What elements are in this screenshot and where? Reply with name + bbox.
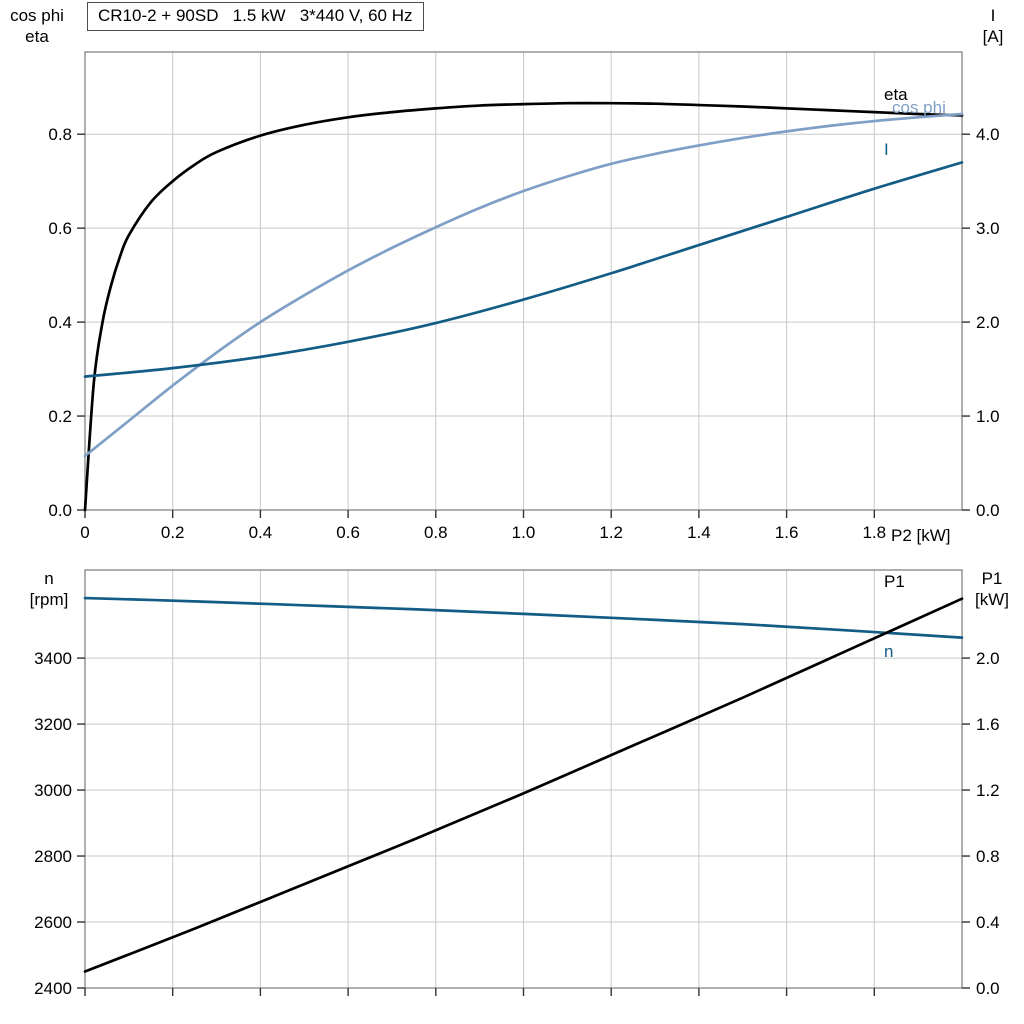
svg-text:0.8: 0.8 [424, 523, 448, 542]
x-axis-label: P2 [kW] [891, 526, 951, 545]
svg-text:2400: 2400 [34, 979, 72, 998]
chart-title: CR10-2 + 90SD 1.5 kW 3*440 V, 60 Hz [87, 2, 424, 31]
axis-label-cos-phi: cos phi [10, 6, 64, 25]
axis-label-speed: n [44, 569, 54, 588]
curve-label-n: n [884, 642, 894, 661]
svg-text:0.6: 0.6 [48, 219, 72, 238]
svg-text:1.6: 1.6 [775, 523, 799, 542]
axis-label-current: I [990, 6, 996, 25]
svg-text:1.8: 1.8 [862, 523, 886, 542]
svg-text:1.2: 1.2 [599, 523, 623, 542]
svg-text:0.0: 0.0 [976, 979, 1000, 998]
curve-label-p1: P1 [884, 572, 905, 591]
svg-text:1.0: 1.0 [976, 407, 1000, 426]
svg-text:0.0: 0.0 [976, 501, 1000, 520]
svg-text:1.4: 1.4 [687, 523, 711, 542]
svg-text:2600: 2600 [34, 913, 72, 932]
svg-text:3400: 3400 [34, 649, 72, 668]
svg-text:0.4: 0.4 [48, 313, 72, 332]
svg-text:2.0: 2.0 [976, 649, 1000, 668]
svg-text:2.0: 2.0 [976, 313, 1000, 332]
svg-text:0.4: 0.4 [976, 913, 1000, 932]
svg-text:4.0: 4.0 [976, 125, 1000, 144]
bottom-left-axis-label: n [rpm] [14, 568, 84, 610]
svg-text:0.0: 0.0 [48, 501, 72, 520]
axis-label-speed-unit: [rpm] [29, 590, 69, 609]
top-left-axis-label: cos phi eta [2, 5, 72, 47]
curve-label-current: I [884, 140, 889, 159]
bottom-right-axis-label: P1 [kW] [962, 568, 1022, 610]
svg-text:2800: 2800 [34, 847, 72, 866]
svg-text:3.0: 3.0 [976, 219, 1000, 238]
svg-text:0.4: 0.4 [249, 523, 273, 542]
svg-text:0.6: 0.6 [336, 523, 360, 542]
curve-label-eta: eta [884, 85, 908, 104]
axis-label-p1: P1 [981, 569, 1003, 588]
svg-text:0.8: 0.8 [976, 847, 1000, 866]
svg-text:0.8: 0.8 [48, 125, 72, 144]
svg-text:3000: 3000 [34, 781, 72, 800]
curve-label-cos-phi: cos phi [892, 98, 946, 117]
axis-label-eta: eta [25, 27, 49, 46]
top-right-axis-label: I [A] [966, 5, 1020, 47]
svg-text:1.0: 1.0 [512, 523, 536, 542]
svg-text:1.6: 1.6 [976, 715, 1000, 734]
svg-text:0: 0 [80, 523, 89, 542]
svg-text:3200: 3200 [34, 715, 72, 734]
axis-label-current-unit: [A] [982, 27, 1004, 46]
svg-text:0.2: 0.2 [161, 523, 185, 542]
axis-label-p1-unit: [kW] [975, 590, 1009, 609]
svg-text:1.2: 1.2 [976, 781, 1000, 800]
svg-text:0.2: 0.2 [48, 407, 72, 426]
